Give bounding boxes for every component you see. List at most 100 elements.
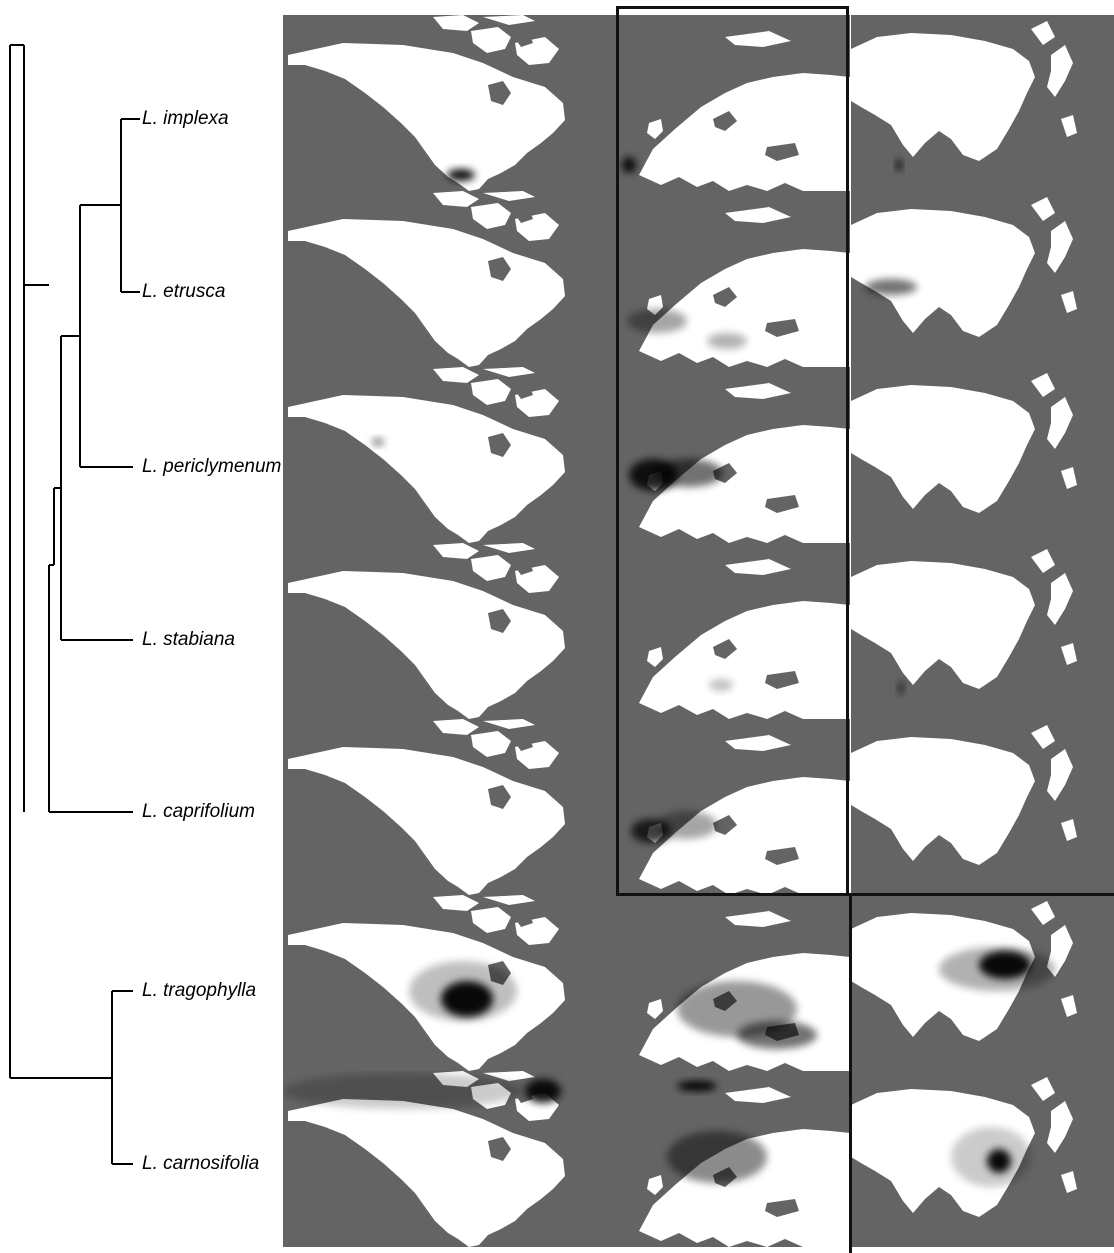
north-america-map-panel xyxy=(283,367,617,543)
landmass xyxy=(483,1071,535,1081)
suitability-hotspot xyxy=(939,947,1055,991)
landmass xyxy=(1061,819,1077,841)
suitability-hotspot xyxy=(627,309,687,333)
taxon-label: L. stabiana xyxy=(142,629,235,650)
europe-map xyxy=(617,1071,850,1247)
landmass xyxy=(725,31,791,47)
landmass xyxy=(1031,21,1055,45)
inland-sea xyxy=(513,913,533,927)
landmass xyxy=(1061,1171,1077,1193)
landmass xyxy=(647,647,663,667)
landmass xyxy=(288,747,565,895)
landmass xyxy=(471,731,511,757)
landmass xyxy=(483,191,535,201)
landmass xyxy=(288,1099,565,1247)
landmass xyxy=(639,73,850,191)
landmass xyxy=(851,561,1035,689)
taxon-label: L. tragophylla xyxy=(142,980,257,1001)
landmass xyxy=(433,191,479,207)
suitability-hotspot xyxy=(447,169,475,181)
asia-map xyxy=(851,191,1114,367)
north-america-map xyxy=(283,719,617,895)
suitability-hotspot xyxy=(409,961,517,1021)
landmass xyxy=(1061,291,1077,313)
europe-map xyxy=(617,15,850,191)
asia-map xyxy=(851,895,1114,1071)
landmass xyxy=(1047,1101,1073,1153)
suitability-hotspot xyxy=(951,1127,1031,1187)
landmass xyxy=(1047,221,1073,273)
landmass xyxy=(851,209,1035,337)
asia-map-panel xyxy=(851,719,1114,895)
asia-map-panel xyxy=(851,15,1114,191)
landmass xyxy=(471,907,511,933)
landmass xyxy=(725,383,791,399)
landmass xyxy=(851,737,1035,865)
north-america-map xyxy=(283,895,617,1071)
landmass xyxy=(1047,925,1073,977)
landmass xyxy=(288,219,565,367)
landmass xyxy=(471,203,511,229)
map-row xyxy=(283,367,1114,543)
inland-sea xyxy=(488,785,511,809)
asia-map xyxy=(851,367,1114,543)
inland-sea xyxy=(488,81,511,105)
inland-sea xyxy=(513,209,533,223)
landmass xyxy=(1031,725,1055,749)
landmass xyxy=(639,1129,850,1247)
inland-sea xyxy=(488,609,511,633)
landmass xyxy=(647,999,663,1019)
europe-map xyxy=(617,895,850,1071)
suitability-hotspot xyxy=(898,682,904,694)
landmass xyxy=(1031,197,1055,221)
europe-map xyxy=(617,719,850,895)
asia-map-panel xyxy=(851,367,1114,543)
inland-sea xyxy=(488,257,511,281)
map-row xyxy=(283,895,1114,1071)
asia-map-panel xyxy=(851,895,1114,1071)
asia-map xyxy=(851,1071,1114,1247)
landmass xyxy=(1061,995,1077,1017)
suitability-hotspot xyxy=(677,1081,717,1091)
landmass xyxy=(433,719,479,735)
map-row xyxy=(283,1071,1114,1247)
inland-sea xyxy=(488,433,511,457)
europe-map-panel xyxy=(617,1071,850,1247)
inland-sea xyxy=(488,1137,511,1161)
europe-map xyxy=(617,191,850,367)
landmass xyxy=(851,33,1035,161)
landmass xyxy=(1061,467,1077,489)
europe-map xyxy=(617,543,850,719)
inland-sea xyxy=(765,847,799,865)
suitability-hotspot xyxy=(709,679,733,691)
landmass xyxy=(288,395,565,543)
taxon-label: L. caprifolium xyxy=(142,801,255,822)
suitability-hotspot xyxy=(655,459,723,487)
asia-map-panel xyxy=(851,1071,1114,1247)
landmass xyxy=(647,1175,663,1195)
landmass xyxy=(471,379,511,405)
landmass xyxy=(851,385,1035,513)
landmass xyxy=(483,543,535,553)
inland-sea xyxy=(765,495,799,513)
landmass xyxy=(725,1087,791,1103)
inland-sea xyxy=(765,671,799,689)
north-america-map xyxy=(283,15,617,191)
asia-map xyxy=(851,15,1114,191)
north-america-map-panel xyxy=(283,191,617,367)
inland-sea xyxy=(713,287,737,307)
suitability-hotspot xyxy=(657,811,717,839)
landmass xyxy=(433,15,479,31)
taxon-label: L. etrusca xyxy=(142,281,226,302)
suitability-hotspot xyxy=(667,1131,767,1183)
landmass xyxy=(1047,397,1073,449)
asia-map xyxy=(851,543,1114,719)
europe-map-panel xyxy=(617,191,850,367)
landmass xyxy=(483,895,535,905)
inland-sea xyxy=(765,143,799,161)
landmass xyxy=(288,43,565,191)
europe-map-panel xyxy=(617,367,850,543)
north-america-map xyxy=(283,367,617,543)
